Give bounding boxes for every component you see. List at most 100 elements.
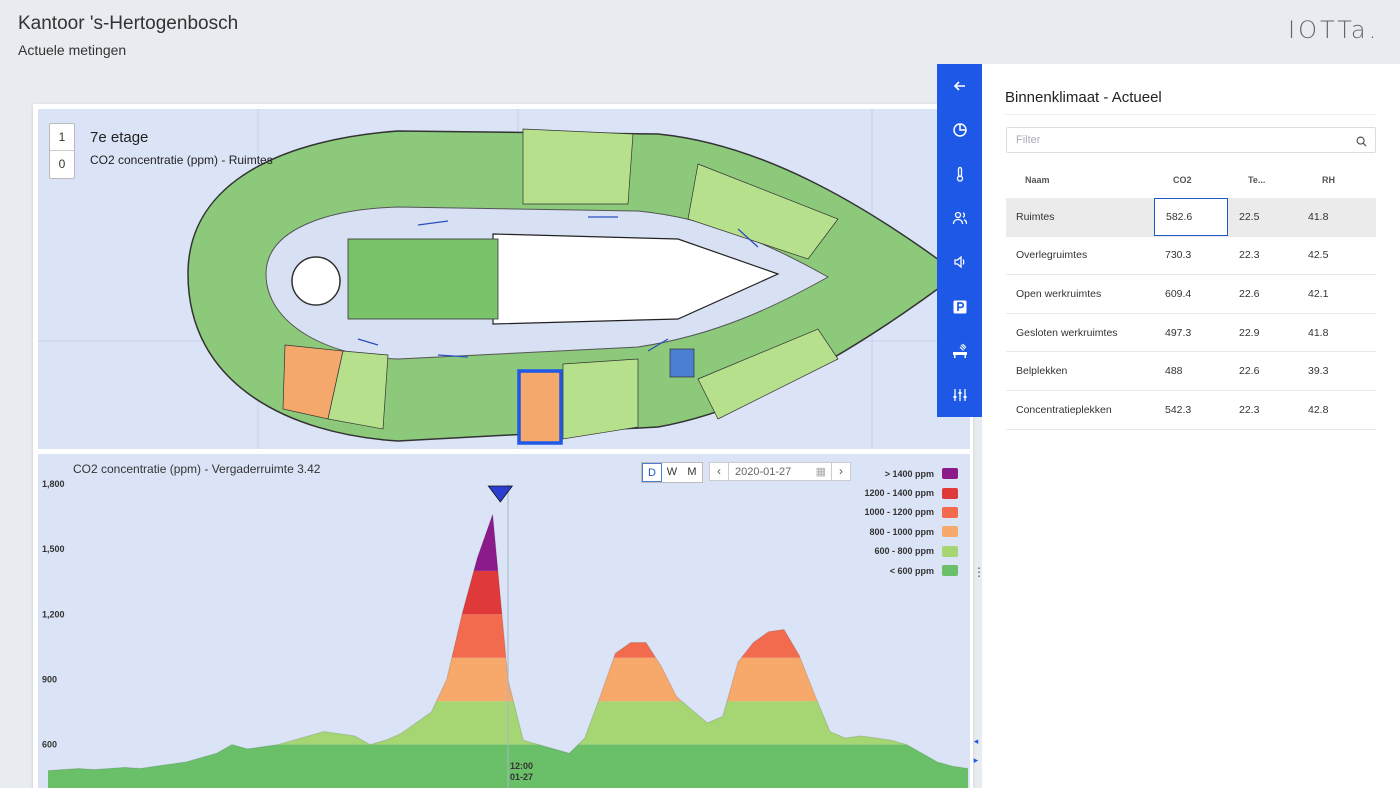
panel-title: Binnenklimaat - Actueel — [1005, 89, 1162, 106]
date-field[interactable]: 2020-01-27 ▦ — [729, 462, 831, 481]
range-day-button[interactable]: D — [642, 463, 662, 482]
y-tick-label: 600 — [42, 740, 57, 750]
divider — [1005, 114, 1376, 115]
collapse-up-icon[interactable]: ◂ — [973, 736, 979, 746]
floor-button-0[interactable]: 0 — [58, 157, 66, 171]
desk-occupancy-icon[interactable] — [937, 329, 982, 373]
date-value: 2020-01-27 — [735, 466, 792, 478]
cell-name: Belplekken — [1016, 365, 1068, 378]
chevron-left-icon[interactable]: ‹ — [709, 462, 729, 481]
legend-swatch — [942, 526, 958, 538]
legend-swatch — [942, 545, 958, 557]
legend-item: 1200 - 1400 ppm — [836, 483, 958, 502]
legend-item: > 1400 ppm — [836, 464, 958, 483]
legend-item: 1000 - 1200 ppm — [836, 503, 958, 522]
y-tick-label: 1,800 — [42, 479, 65, 489]
table-row[interactable]: Concentratieplekken 542.3 22.3 42.8 — [1006, 391, 1376, 430]
search-icon[interactable] — [1356, 132, 1367, 156]
cell-co2: 488 — [1165, 365, 1183, 378]
cell-co2: 609.4 — [1165, 287, 1192, 300]
legend-swatch — [942, 506, 958, 518]
floor-name: 7e etage — [90, 129, 149, 146]
range-week-button[interactable]: W — [666, 466, 678, 478]
cell-co2[interactable]: 582.6 — [1154, 198, 1228, 236]
y-tick-label: 1,500 — [42, 544, 65, 554]
calendar-icon[interactable]: ▦ — [815, 466, 826, 478]
cell-temp: 22.9 — [1239, 326, 1260, 339]
parking-icon[interactable] — [937, 284, 982, 328]
legend-swatch — [942, 487, 958, 499]
time-marker-icon[interactable] — [487, 485, 514, 503]
cell-temp: 22.5 — [1239, 210, 1260, 223]
legend-item: 600 - 800 ppm — [836, 542, 958, 561]
table-header: Naam CO2 Te... RH — [1006, 162, 1376, 198]
table-row[interactable]: Gesloten werkruimtes 497.3 22.9 41.8 — [1006, 314, 1376, 353]
legend-swatch — [942, 565, 958, 577]
pie-chart-icon[interactable] — [937, 108, 982, 152]
column-header-name[interactable]: Naam — [1025, 175, 1050, 185]
room-ok-5 — [562, 358, 639, 440]
cell-co2: 497.3 — [1165, 326, 1192, 339]
range-month-button[interactable]: M — [687, 466, 697, 478]
climate-panel: Binnenklimaat - Actueel Filter Naam CO2 … — [982, 64, 1400, 788]
room-ok-1 — [327, 350, 389, 430]
chart-title: CO2 concentratie (ppm) - Vergaderruimte … — [73, 462, 321, 476]
collapse-down-icon[interactable]: ▸ — [973, 755, 979, 765]
logo: IOTTa. — [1288, 16, 1380, 44]
table-row[interactable]: Ruimtes 582.6 22.5 41.8 — [1006, 198, 1376, 237]
room-blue — [669, 348, 695, 378]
column-header-co2[interactable]: CO2 — [1173, 175, 1192, 185]
floor-button-1[interactable]: 1 — [50, 124, 74, 151]
cell-name: Open werkruimtes — [1016, 287, 1102, 300]
more-options-icon[interactable]: ⋮ — [973, 565, 985, 579]
filter-placeholder: Filter — [1016, 134, 1041, 146]
panel-resize-handle[interactable]: ◂ ▸ — [971, 732, 981, 770]
people-icon[interactable] — [937, 196, 982, 240]
column-header-rh[interactable]: RH — [1322, 175, 1335, 185]
room-ok-2 — [687, 163, 839, 260]
filter-input[interactable]: Filter — [1006, 127, 1376, 153]
table-row[interactable]: Open werkruimtes 609.4 22.6 42.1 — [1006, 275, 1376, 314]
co2-chart-panel: CO2 concentratie (ppm) - Vergaderruimte … — [38, 454, 970, 788]
cell-rh: 41.8 — [1308, 326, 1329, 339]
legend-label: 1000 - 1200 ppm — [864, 507, 934, 518]
room-ok-3 — [697, 328, 839, 420]
legend-item: < 600 ppm — [836, 561, 958, 580]
cursor-date-label: 01-27 — [510, 772, 533, 782]
table-row[interactable]: Belplekken 488 22.6 39.3 — [1006, 352, 1376, 391]
floorplan-map[interactable] — [38, 109, 970, 449]
cell-name: Ruimtes — [1016, 210, 1055, 223]
stair-round — [291, 256, 341, 306]
y-tick-label: 900 — [42, 674, 57, 684]
legend-label: 1200 - 1400 ppm — [864, 488, 934, 499]
cell-rh: 39.3 — [1308, 365, 1329, 378]
main-card: 1 0 7e etage CO2 concentratie (ppm) - Ru… — [33, 104, 973, 788]
cell-name: Gesloten werkruimtes — [1016, 326, 1118, 339]
back-arrow-icon[interactable] — [937, 64, 982, 108]
page-subtitle: Actuele metingen — [18, 42, 127, 58]
range-toggle: D W M — [641, 462, 703, 483]
table-row[interactable]: Overlegruimtes 730.3 22.3 42.5 — [1006, 237, 1376, 276]
column-header-temperature[interactable]: Te... — [1248, 175, 1266, 185]
legend-item: 800 - 1000 ppm — [836, 522, 958, 541]
side-toolbar — [937, 64, 982, 417]
cell-rh: 42.1 — [1308, 287, 1329, 300]
cell-temp: 22.3 — [1239, 403, 1260, 416]
thermometer-icon[interactable] — [937, 152, 982, 196]
cell-rh: 41.8 — [1308, 210, 1329, 223]
cell-temp: 22.6 — [1239, 287, 1260, 300]
cell-rh: 42.5 — [1308, 249, 1329, 262]
floor-selector: 1 0 — [49, 123, 75, 179]
cell-name: Overlegruimtes — [1016, 249, 1088, 262]
cell-co2: 542.3 — [1165, 403, 1192, 416]
room-selected — [517, 369, 563, 445]
legend-label: < 600 ppm — [889, 565, 934, 576]
chart-legend: > 1400 ppm 1200 - 1400 ppm 1000 - 1200 p… — [836, 464, 958, 580]
sliders-icon[interactable] — [937, 373, 982, 417]
cell-temp: 22.6 — [1239, 365, 1260, 378]
legend-label: > 1400 ppm — [884, 468, 934, 479]
climate-table: Naam CO2 Te... RH Ruimtes 582.6 22.5 41.… — [1006, 162, 1376, 430]
speaker-icon[interactable] — [937, 240, 982, 284]
chevron-right-icon[interactable]: › — [831, 462, 851, 481]
